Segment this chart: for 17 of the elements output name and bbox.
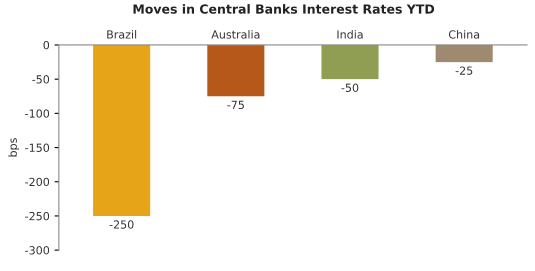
data-label: -25 xyxy=(456,66,472,75)
x-tick-label: China xyxy=(448,30,480,39)
y-axis-title: bps xyxy=(8,138,20,156)
data-label: -75 xyxy=(227,100,244,110)
x-tick-label: India xyxy=(337,30,363,39)
chart-title: Moves in Central Banks Interest Rates YTD xyxy=(134,4,434,14)
y-tick-label: -250 xyxy=(25,212,50,220)
x-tick-label: Australia xyxy=(211,30,260,39)
y-tick-label: -50 xyxy=(32,75,50,84)
x-tick-label: Brazil xyxy=(107,30,136,39)
y-tick-label: 0 xyxy=(43,40,50,50)
y-tick-label: -200 xyxy=(25,178,50,186)
y-tick-label: -100 xyxy=(25,109,50,118)
data-label: -250 xyxy=(110,220,134,229)
data-label: -50 xyxy=(341,84,358,92)
y-tick-label: -300 xyxy=(25,246,50,255)
y-tick-label: -150 xyxy=(25,144,50,152)
